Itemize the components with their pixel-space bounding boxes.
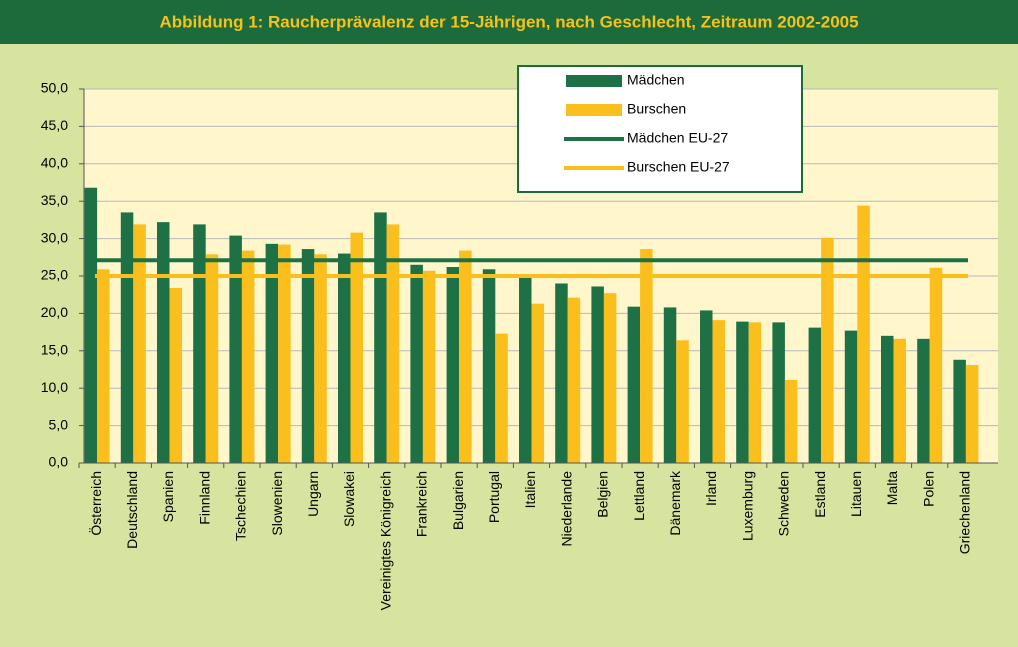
- bar: [953, 359, 966, 463]
- x-tick-label: Tschechien: [233, 471, 249, 541]
- bar: [314, 254, 327, 463]
- x-tick-label: Bulgarien: [450, 471, 466, 530]
- bar: [772, 322, 785, 463]
- x-tick-label: Litauen: [848, 471, 864, 517]
- y-tick-label: 15,0: [41, 342, 68, 358]
- legend-swatch: [566, 75, 622, 87]
- bar: [591, 286, 604, 463]
- bar: [821, 237, 834, 463]
- bar: [917, 338, 930, 463]
- bar: [350, 232, 363, 463]
- x-tick-label: Luxemburg: [739, 471, 755, 541]
- legend-label: Mädchen: [627, 72, 685, 88]
- y-tick-label: 20,0: [41, 304, 68, 320]
- bar: [338, 253, 351, 463]
- bar: [482, 269, 496, 463]
- bar: [603, 293, 617, 463]
- x-tick-label: Finnland: [196, 471, 212, 525]
- bar: [278, 244, 291, 463]
- bar: [808, 327, 822, 463]
- title-bar: [0, 0, 1018, 44]
- bar: [531, 303, 544, 463]
- x-tick-label: Polen: [920, 471, 936, 507]
- x-tick-label: Dänemark: [667, 470, 683, 536]
- bar: [893, 338, 906, 463]
- bar: [133, 224, 146, 463]
- y-tick-label: 5,0: [49, 416, 69, 432]
- x-tick-label: Schweden: [776, 471, 792, 536]
- bar: [663, 307, 677, 463]
- bar: [459, 250, 472, 463]
- bar: [120, 212, 134, 463]
- x-tick-label: Ungarn: [305, 471, 321, 517]
- bar: [700, 310, 713, 463]
- bar: [410, 264, 423, 463]
- legend-box: [517, 65, 803, 193]
- bar: [784, 379, 798, 463]
- bar: [84, 187, 98, 463]
- bar: [301, 249, 315, 463]
- x-tick-label: Estland: [812, 471, 828, 518]
- y-tick-label: 40,0: [41, 155, 68, 171]
- bar: [374, 212, 387, 463]
- legend-label: Burschen: [627, 101, 686, 117]
- x-tick-label: Deutschland: [124, 471, 140, 549]
- y-tick-label: 10,0: [41, 379, 68, 395]
- x-tick-label: Irland: [703, 471, 719, 506]
- y-tick-label: 0,0: [49, 454, 69, 470]
- bar: [193, 224, 206, 463]
- y-tick-label: 30,0: [41, 229, 68, 245]
- legend-label: Burschen EU-27: [627, 159, 730, 175]
- x-tick-label: Griechenland: [957, 471, 973, 554]
- x-tick-label: Spanien: [160, 471, 176, 522]
- bar: [640, 249, 653, 463]
- bar: [627, 306, 641, 463]
- y-tick-label: 45,0: [41, 117, 68, 133]
- x-tick-label: Lettland: [631, 471, 647, 521]
- bar: [205, 254, 219, 463]
- bar: [241, 250, 255, 463]
- x-tick-label: Frankreich: [414, 471, 430, 537]
- bar: [229, 235, 242, 463]
- bar: [676, 340, 689, 463]
- bar: [712, 320, 725, 463]
- bar: [97, 269, 110, 463]
- chart-title: Abbildung 1: Raucherprävalenz der 15-Jäh…: [159, 12, 858, 31]
- x-tick-label: Österreich: [87, 471, 104, 536]
- bar: [555, 283, 568, 463]
- bar: [265, 243, 279, 463]
- y-tick-label: 25,0: [41, 267, 68, 283]
- bar: [748, 322, 762, 463]
- legend-swatch: [566, 104, 622, 116]
- bar: [965, 365, 979, 463]
- legend-label: Mädchen EU-27: [627, 130, 728, 146]
- bar: [929, 267, 943, 463]
- x-tick-label: Vereinigtes Königreich: [377, 471, 393, 610]
- bar: [881, 335, 894, 463]
- y-tick-label: 50,0: [41, 80, 68, 96]
- bar: [495, 333, 508, 463]
- x-tick-label: Slowakei: [341, 471, 357, 527]
- x-tick-label: Belgien: [595, 471, 611, 518]
- bar: [844, 330, 858, 463]
- bar: [567, 297, 581, 463]
- bar: [169, 287, 182, 463]
- bar: [157, 222, 170, 463]
- x-tick-label: Malta: [884, 471, 900, 505]
- x-tick-label: Niederlande: [558, 471, 574, 547]
- bar: [519, 276, 532, 463]
- x-tick-label: Italien: [522, 471, 538, 508]
- x-tick-label: Slowenien: [269, 471, 285, 536]
- bar: [422, 270, 436, 463]
- bar: [736, 321, 749, 463]
- bar: [386, 224, 400, 463]
- y-tick-label: 35,0: [41, 192, 68, 208]
- bar: [446, 267, 460, 463]
- bar: [857, 205, 870, 464]
- x-tick-label: Portugal: [486, 471, 502, 523]
